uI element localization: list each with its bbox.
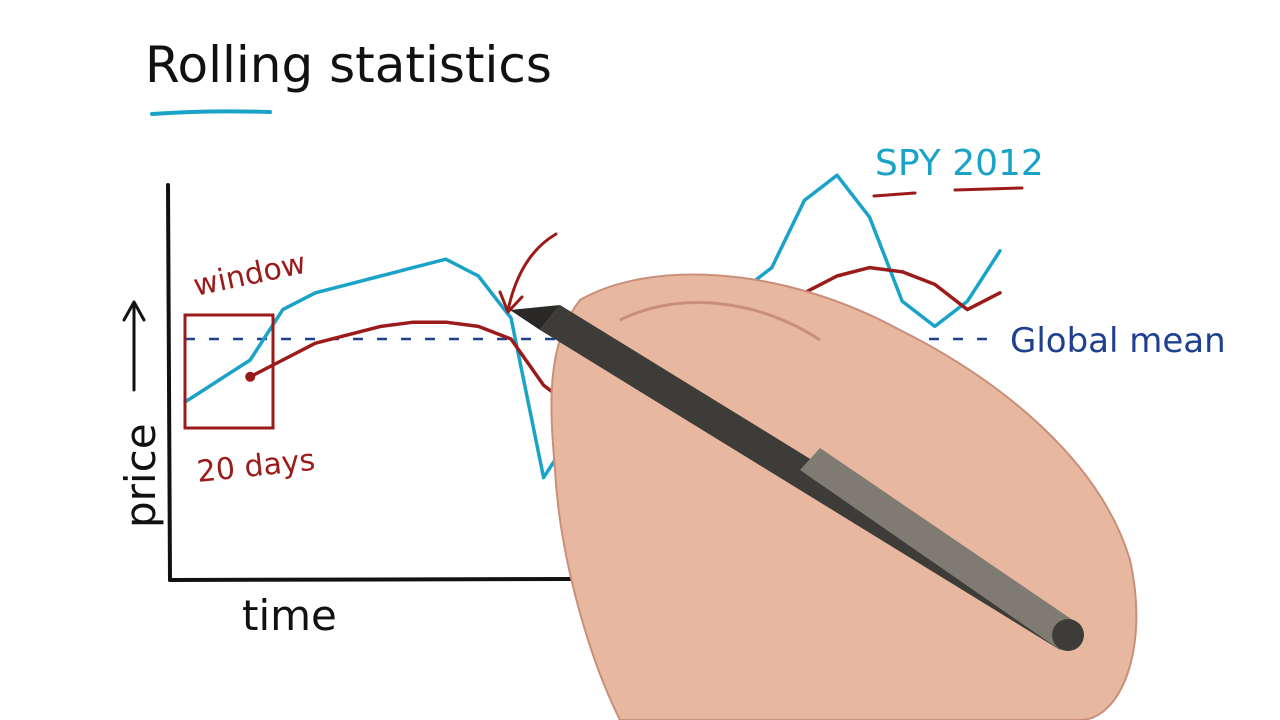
- series-label: SPY 2012: [875, 143, 1044, 184]
- y-axis-label: price: [116, 423, 165, 528]
- global-mean-label: Global mean: [1010, 321, 1226, 361]
- hand-with-pen-illustration: [510, 273, 1138, 720]
- rolling-mean-start-point: [245, 371, 256, 382]
- window-size-label: 20 days: [195, 443, 317, 490]
- dip-arrow: [498, 232, 558, 314]
- series-label-underline-2: [953, 186, 1024, 192]
- chart-title: Rolling statistics: [145, 36, 552, 94]
- x-axis-label: time: [242, 591, 337, 640]
- series-label-underline-1: [872, 191, 917, 198]
- y-axis: [166, 183, 172, 582]
- window-box: [183, 313, 275, 430]
- title-underline: [150, 109, 272, 116]
- window-label: window: [190, 246, 309, 304]
- y-axis-arrow: [122, 300, 146, 392]
